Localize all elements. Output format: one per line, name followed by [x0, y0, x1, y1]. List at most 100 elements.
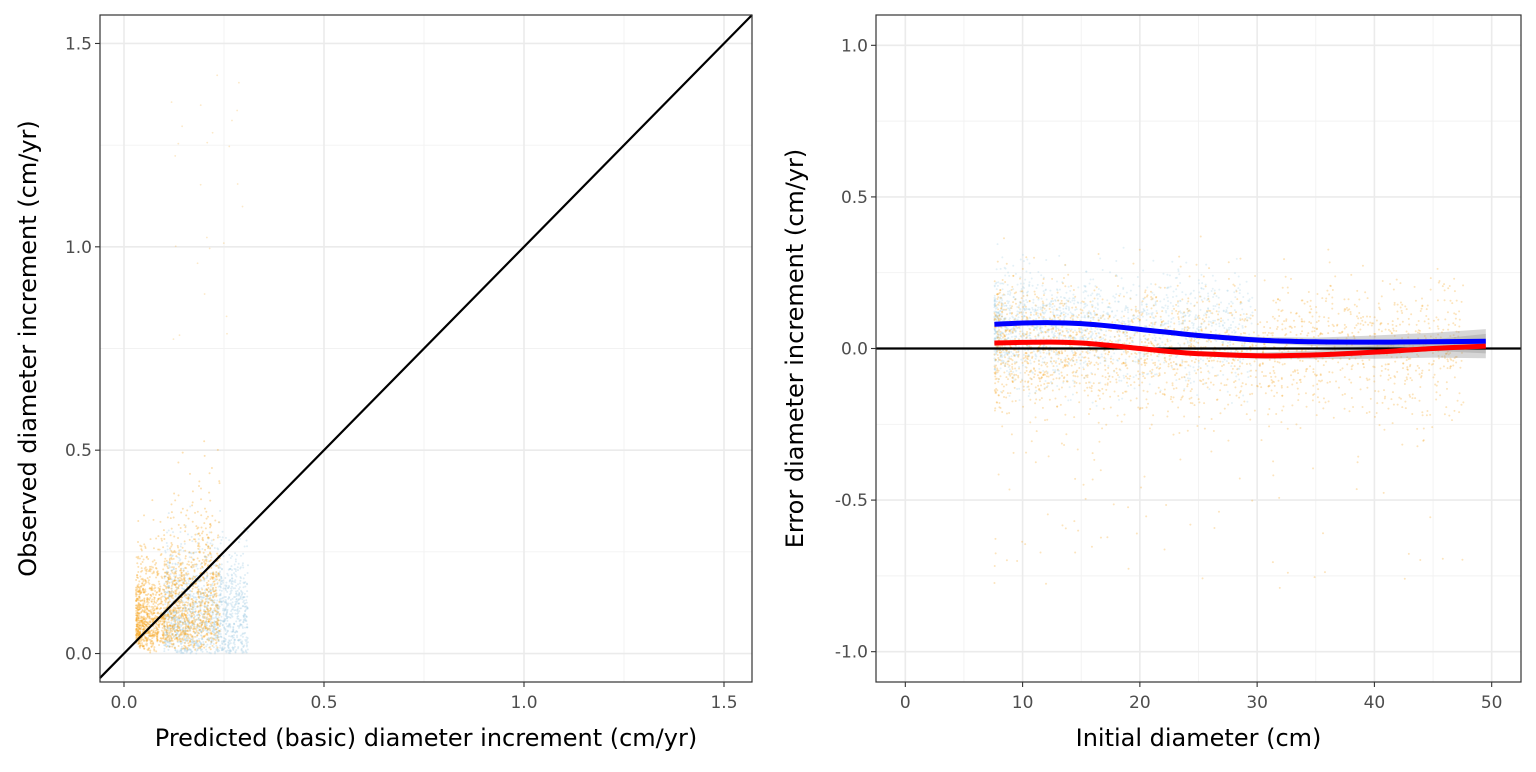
data-point: [241, 642, 243, 644]
data-point: [197, 625, 199, 627]
data-point: [194, 512, 196, 514]
data-point: [1088, 333, 1090, 335]
data-point: [1100, 338, 1102, 340]
data-point: [994, 299, 996, 301]
data-point: [1179, 344, 1181, 346]
data-point: [1235, 375, 1237, 377]
data-point: [247, 572, 249, 574]
data-point: [144, 606, 146, 608]
data-point: [171, 511, 173, 513]
data-point: [160, 603, 162, 605]
data-point: [223, 621, 225, 623]
data-point: [194, 649, 196, 651]
data-point: [180, 632, 182, 634]
data-point: [238, 618, 240, 620]
data-point: [240, 607, 242, 609]
data-point: [203, 594, 205, 596]
data-point: [234, 646, 236, 648]
data-point: [246, 644, 248, 646]
data-point: [174, 630, 176, 632]
data-point: [1009, 294, 1011, 296]
data-point: [160, 592, 162, 594]
data-point: [171, 551, 173, 553]
data-point: [227, 587, 229, 589]
data-point: [1239, 361, 1241, 363]
data-point: [1003, 237, 1005, 239]
data-point: [149, 597, 151, 599]
data-point: [199, 591, 201, 593]
data-point: [235, 561, 237, 563]
data-point: [205, 611, 207, 613]
data-point: [1114, 322, 1116, 324]
data-point: [220, 633, 222, 635]
data-point: [193, 597, 195, 599]
data-point: [1218, 311, 1220, 313]
data-point: [1089, 283, 1091, 285]
data-point: [208, 601, 210, 603]
data-point: [198, 601, 200, 603]
data-point: [1078, 356, 1080, 358]
data-point: [1150, 283, 1152, 285]
data-point: [1177, 305, 1179, 307]
data-point: [210, 592, 212, 594]
data-point: [219, 482, 221, 484]
data-point: [202, 651, 204, 653]
data-point: [246, 639, 248, 641]
data-point: [166, 632, 168, 634]
data-point: [181, 585, 183, 587]
data-point: [1360, 317, 1362, 319]
data-point: [1212, 275, 1214, 277]
data-point: [151, 633, 153, 635]
data-point: [183, 652, 185, 654]
data-point: [231, 586, 233, 588]
data-point: [1241, 343, 1243, 345]
data-point: [1055, 330, 1057, 332]
data-point: [214, 652, 216, 654]
data-point: [1142, 269, 1144, 271]
data-point: [1025, 299, 1027, 301]
data-point: [217, 573, 219, 575]
x-tick-label: 0.5: [310, 693, 337, 713]
data-point: [1081, 316, 1083, 318]
data-point: [217, 567, 219, 569]
data-point: [1046, 375, 1048, 377]
data-point: [1198, 291, 1200, 293]
data-point: [1029, 272, 1031, 274]
data-point: [180, 610, 182, 612]
data-point: [1022, 364, 1024, 366]
data-point: [223, 242, 225, 244]
data-point: [147, 616, 149, 618]
data-point: [1116, 310, 1118, 312]
data-point: [1172, 305, 1174, 307]
data-point: [1106, 299, 1108, 301]
data-point: [1032, 302, 1034, 304]
data-point: [1129, 320, 1131, 322]
data-point: [1046, 366, 1048, 368]
data-point: [1127, 317, 1129, 319]
data-point: [197, 262, 199, 264]
data-point: [190, 552, 192, 554]
data-point: [1168, 365, 1170, 367]
data-point: [153, 612, 155, 614]
data-point: [176, 638, 178, 640]
data-point: [180, 573, 182, 575]
data-point: [247, 637, 249, 639]
data-point: [184, 530, 186, 532]
data-point: [143, 559, 145, 561]
data-point: [206, 577, 208, 579]
data-point: [1123, 377, 1125, 379]
data-point: [152, 643, 154, 645]
data-point: [1212, 288, 1214, 290]
data-point: [198, 638, 200, 640]
data-point: [1176, 355, 1178, 357]
data-point: [194, 534, 196, 536]
data-point: [205, 649, 207, 651]
data-point: [194, 620, 196, 622]
data-point: [1015, 354, 1017, 356]
data-point: [1057, 314, 1059, 316]
data-point: [172, 580, 174, 582]
data-point: [1009, 292, 1011, 294]
data-point: [139, 631, 141, 633]
data-point: [155, 608, 157, 610]
data-point: [163, 529, 165, 531]
